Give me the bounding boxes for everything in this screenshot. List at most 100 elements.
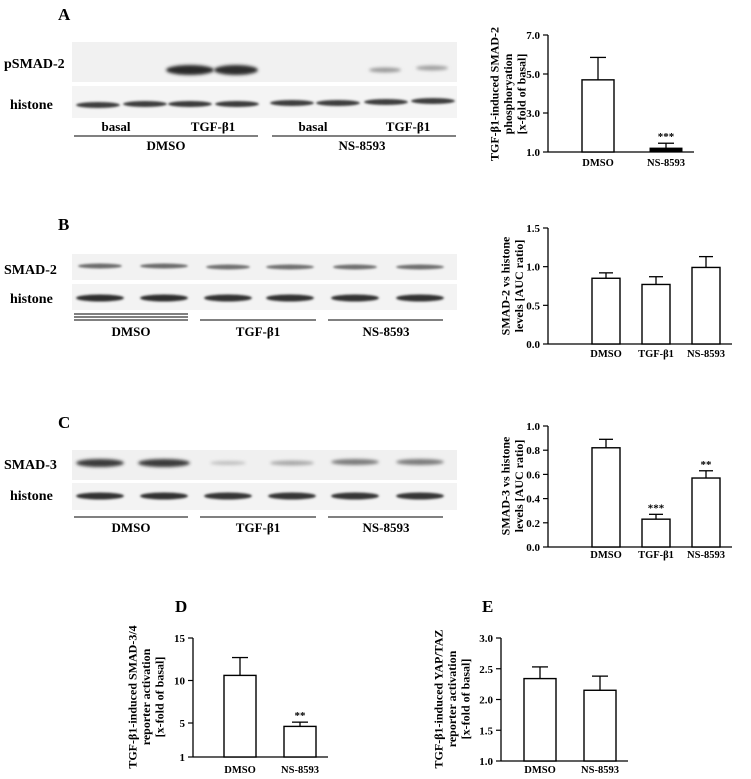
bar-d-0 xyxy=(223,674,257,758)
y-axis-label-c: SMAD-3 vs histonelevels [AUC ratio] xyxy=(498,436,526,535)
y-axis-label-line: [x-fold of basal] xyxy=(153,657,167,738)
bar-a-1 xyxy=(649,147,683,153)
bar-e-0 xyxy=(523,677,557,762)
category-label-d: DMSO xyxy=(224,765,256,776)
significance-label-a: *** xyxy=(658,131,675,143)
category-label-d: NS-8593 xyxy=(281,765,319,776)
blot-label-histone-a: histone xyxy=(10,98,53,113)
blot-b: B SMAD-2 histone DMSO TGF-β1 NS-8593 xyxy=(4,215,457,339)
y-tick-label-c: 1.0 xyxy=(526,421,540,433)
y-tick-label-b: 1.0 xyxy=(526,262,540,274)
y-axis-label-line: SMAD-2 vs histone xyxy=(498,236,512,335)
group-label-ns-a: NS-8593 xyxy=(339,138,386,153)
y-tick-label-a: 7.0 xyxy=(526,30,540,42)
y-axis-label-a: TGF-β1-induced SMAD-2phosphoryation[x-fo… xyxy=(488,27,529,161)
lane-label-tgf-2: TGF-β1 xyxy=(386,119,430,134)
category-label-c: TGF-β1 xyxy=(638,550,674,561)
band-a-2 xyxy=(214,65,258,75)
y-tick-label-e: 2.5 xyxy=(479,664,493,676)
y-axis-label-line: reporter activation xyxy=(445,650,459,747)
y-tick-label-a: 3.0 xyxy=(526,108,540,120)
category-label-b: NS-8593 xyxy=(687,349,725,360)
chart-e: 1.0 1.5 2.0 2.5 3.0 TGF-β1-induced YAP/TAZrep… xyxy=(432,630,628,776)
lane-label-tgf-1: TGF-β1 xyxy=(191,119,235,134)
group-label-dmso-b: DMSO xyxy=(112,324,151,339)
y-axis-label-line: TGF-β1-induced SMAD-3/4 xyxy=(126,625,140,768)
panel-letter-c: C xyxy=(58,413,70,432)
y-tick-label-d: 10 xyxy=(174,676,186,688)
category-label-b: TGF-β1 xyxy=(638,349,674,360)
y-axis-label-d: TGF-β1-induced SMAD-3/4reporter activati… xyxy=(126,625,167,768)
y-tick-label-c: 0.6 xyxy=(526,469,540,481)
y-tick-label-b: 0.0 xyxy=(526,339,540,351)
significance-label-d: ** xyxy=(295,710,307,722)
y-axis-label-line: [x-fold of basal] xyxy=(459,659,473,740)
panel-letter-d: D xyxy=(175,597,187,616)
blot-c: C SMAD-3 histone DMSO TGF-β1 NS-8593 xyxy=(4,413,457,535)
bar-b-2 xyxy=(691,266,721,345)
band-a-1 xyxy=(166,65,214,75)
bar-b-1 xyxy=(641,283,671,345)
y-tick-label-e: 1.0 xyxy=(479,756,493,768)
blot-a-strip-1 xyxy=(72,42,457,82)
blot-label-histone-b: histone xyxy=(10,292,53,307)
y-tick-label-b: 1.5 xyxy=(526,223,540,235)
bar-d-1 xyxy=(283,725,317,758)
lane-label-basal-1: basal xyxy=(102,119,131,134)
y-tick-label-b: 0.5 xyxy=(526,300,540,312)
y-axis-label-line: phosphoryation xyxy=(501,53,515,134)
y-axis-label-b: SMAD-2 vs histonelevels [AUC ratio] xyxy=(498,236,526,335)
y-tick-label-e: 3.0 xyxy=(479,633,493,645)
panel-letter-b: B xyxy=(58,215,69,234)
panel-letter-e: E xyxy=(482,597,493,616)
group-label-dmso-c: DMSO xyxy=(112,520,151,535)
y-tick-label-e: 1.5 xyxy=(479,725,493,737)
bar-c-2 xyxy=(691,477,721,548)
category-label-a: NS-8593 xyxy=(647,158,685,169)
y-tick-label-d: 1 xyxy=(180,752,186,764)
y-tick-label-a: 5.0 xyxy=(526,69,540,81)
y-axis-label-line: TGF-β1-induced YAP/TAZ xyxy=(432,630,446,769)
y-tick-label-a: 1.0 xyxy=(526,147,540,159)
category-label-c: DMSO xyxy=(590,550,622,561)
group-label-ns-c: NS-8593 xyxy=(363,520,410,535)
y-tick-label-c: 0.4 xyxy=(526,494,540,506)
y-tick-label-d: 15 xyxy=(174,633,186,645)
y-tick-label-c: 0.2 xyxy=(526,518,540,530)
blot-label-psmad2: pSMAD-2 xyxy=(4,57,65,72)
y-tick-label-d: 5 xyxy=(180,718,186,730)
lane-label-basal-2: basal xyxy=(299,119,328,134)
blot-a: A pSMAD-2 histone basal TGF-β1 basal TGF… xyxy=(4,5,457,153)
blot-label-smad3: SMAD-3 xyxy=(4,458,57,473)
blot-label-histone-c: histone xyxy=(10,489,53,504)
group-label-tgf-c: TGF-β1 xyxy=(236,520,280,535)
group-label-ns-b: NS-8593 xyxy=(363,324,410,339)
group-label-tgf-b: TGF-β1 xyxy=(236,324,280,339)
category-label-a: DMSO xyxy=(582,158,614,169)
panel-letter-a: A xyxy=(58,5,71,24)
bar-a-0 xyxy=(581,79,615,153)
bar-c-0 xyxy=(591,447,621,548)
y-axis-label-line: SMAD-3 vs histone xyxy=(498,436,512,535)
y-axis-label-line: TGF-β1-induced SMAD-2 xyxy=(488,27,502,161)
significance-label-c: *** xyxy=(648,502,665,514)
category-label-e: DMSO xyxy=(524,765,556,776)
bar-e-1 xyxy=(583,689,617,762)
group-label-dmso-a: DMSO xyxy=(147,138,186,153)
category-label-b: DMSO xyxy=(590,349,622,360)
y-axis-label-line: levels [AUC ratio] xyxy=(512,440,526,533)
blot-label-smad2: SMAD-2 xyxy=(4,263,57,278)
y-axis-label-line: reporter activation xyxy=(139,648,153,745)
band-a-3 xyxy=(369,67,401,73)
y-tick-label-e: 2.0 xyxy=(479,695,493,707)
band-a-4 xyxy=(416,65,448,71)
significance-label-c: ** xyxy=(701,459,713,471)
category-label-c: NS-8593 xyxy=(687,550,725,561)
bar-b-0 xyxy=(591,277,621,345)
